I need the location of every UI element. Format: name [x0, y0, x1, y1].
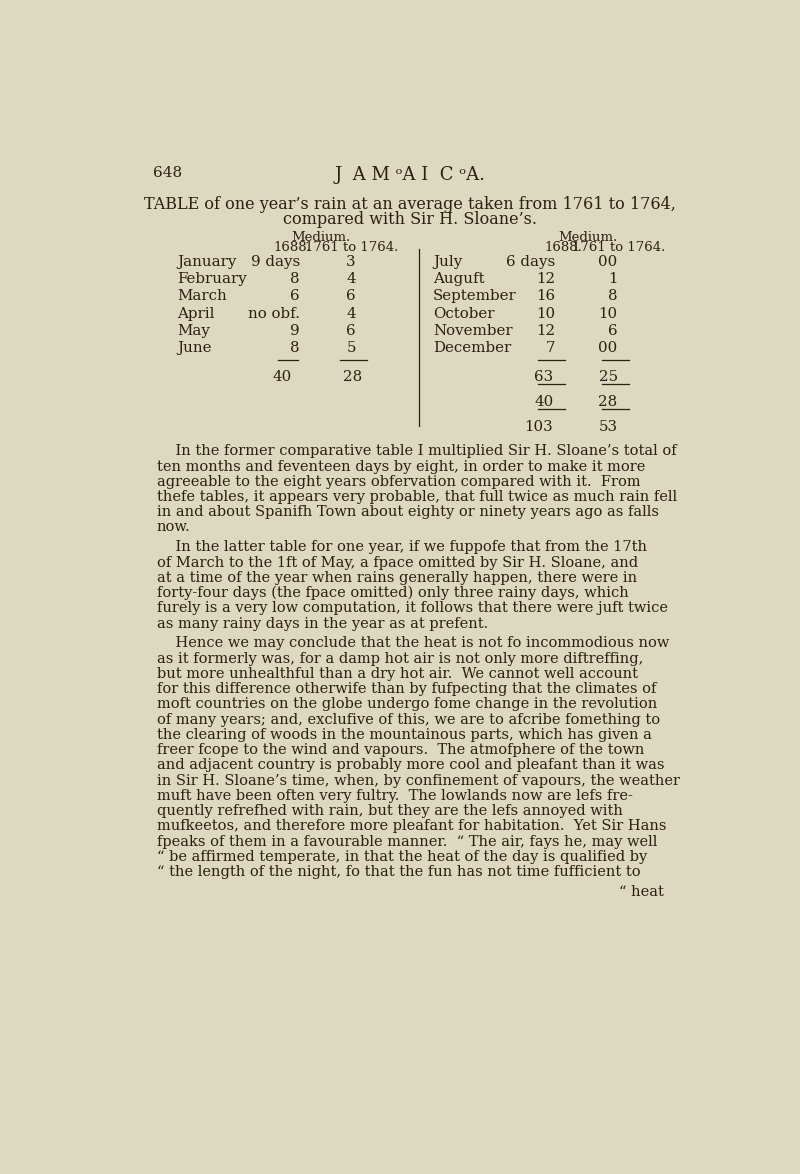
- Text: November: November: [434, 324, 513, 338]
- Text: Hence we may conclude that the heat is not fo incommodious now: Hence we may conclude that the heat is n…: [157, 636, 669, 650]
- Text: March: March: [178, 290, 227, 304]
- Text: and adjacent country is probably more cool and pleafant than it was: and adjacent country is probably more co…: [157, 758, 664, 772]
- Text: 10: 10: [537, 306, 556, 321]
- Text: 12: 12: [537, 272, 556, 286]
- Text: In the former comparative table I multiplied Sir H. Sloane’s total of: In the former comparative table I multip…: [157, 444, 676, 458]
- Text: 6: 6: [608, 324, 618, 338]
- Text: April: April: [178, 306, 215, 321]
- Text: 4: 4: [346, 306, 356, 321]
- Text: 4: 4: [346, 272, 356, 286]
- Text: January: January: [178, 255, 237, 269]
- Text: in and about Spanifh Town about eighty or ninety years ago as falls: in and about Spanifh Town about eighty o…: [157, 505, 658, 519]
- Text: 7: 7: [546, 342, 556, 356]
- Text: December: December: [434, 342, 511, 356]
- Text: 648: 648: [153, 167, 182, 181]
- Text: 9: 9: [290, 324, 300, 338]
- Text: at a time of the year when rains generally happen, there were in: at a time of the year when rains general…: [157, 571, 637, 585]
- Text: 9 days: 9 days: [250, 255, 300, 269]
- Text: May: May: [178, 324, 210, 338]
- Text: now.: now.: [157, 520, 190, 534]
- Text: in Sir H. Sloane’s time, when, by confinement of vapours, the weather: in Sir H. Sloane’s time, when, by confin…: [157, 774, 679, 788]
- Text: 1761 to 1764.: 1761 to 1764.: [305, 241, 398, 254]
- Text: mufkeetos, and therefore more pleafant for habitation.  Yet Sir Hans: mufkeetos, and therefore more pleafant f…: [157, 819, 666, 834]
- Text: TABLE of one year’s rain at an average taken from 1761 to 1764,: TABLE of one year’s rain at an average t…: [144, 196, 676, 214]
- Text: 28: 28: [598, 394, 618, 409]
- Text: 8: 8: [290, 342, 300, 356]
- Text: moft countries on the globe undergo fome change in the revolution: moft countries on the globe undergo fome…: [157, 697, 657, 711]
- Text: 16: 16: [537, 290, 556, 304]
- Text: 6: 6: [290, 290, 300, 304]
- Text: Medium.: Medium.: [558, 231, 618, 244]
- Text: 10: 10: [598, 306, 618, 321]
- Text: 8: 8: [290, 272, 300, 286]
- Text: fpeaks of them in a favourable manner.  “ The air, fays he, may well: fpeaks of them in a favourable manner. “…: [157, 835, 657, 849]
- Text: October: October: [434, 306, 494, 321]
- Text: 12: 12: [537, 324, 556, 338]
- Text: no obf.: no obf.: [248, 306, 300, 321]
- Text: 25: 25: [598, 370, 618, 384]
- Text: 53: 53: [598, 419, 618, 433]
- Text: the clearing of woods in the mountainous parts, which has given a: the clearing of woods in the mountainous…: [157, 728, 651, 742]
- Text: J  A M ᵒA I  C ᵒA.: J A M ᵒA I C ᵒA.: [334, 167, 486, 184]
- Text: agreeable to the eight years obfervation compared with it.  From: agreeable to the eight years obfervation…: [157, 474, 640, 488]
- Text: thefe tables, it appears very probable, that full twice as much rain fell: thefe tables, it appears very probable, …: [157, 490, 677, 504]
- Text: June: June: [178, 342, 212, 356]
- Text: 6: 6: [346, 324, 356, 338]
- Text: of March to the 1ft of May, a fpace omitted by Sir H. Sloane, and: of March to the 1ft of May, a fpace omit…: [157, 555, 638, 569]
- Text: 40: 40: [272, 370, 291, 384]
- Text: 1688.: 1688.: [545, 241, 582, 254]
- Text: 63: 63: [534, 370, 554, 384]
- Text: “ the length of the night, fo that the fun has not time fufficient to: “ the length of the night, fo that the f…: [157, 865, 640, 879]
- Text: Auguft: Auguft: [434, 272, 485, 286]
- Text: 40: 40: [534, 394, 554, 409]
- Text: compared with Sir H. Sloane’s.: compared with Sir H. Sloane’s.: [283, 211, 537, 228]
- Text: In the latter table for one year, if we fuppofe that from the 17th: In the latter table for one year, if we …: [157, 540, 646, 554]
- Text: 8: 8: [608, 290, 618, 304]
- Text: July: July: [434, 255, 462, 269]
- Text: February: February: [178, 272, 247, 286]
- Text: but more unhealthful than a dry hot air.  We cannot well account: but more unhealthful than a dry hot air.…: [157, 667, 638, 681]
- Text: of many years; and, exclufive of this, we are to afcribe fomething to: of many years; and, exclufive of this, w…: [157, 713, 660, 727]
- Text: Medium.: Medium.: [291, 231, 350, 244]
- Text: 00: 00: [598, 342, 618, 356]
- Text: as many rainy days in the year as at prefent.: as many rainy days in the year as at pre…: [157, 616, 488, 630]
- Text: quently refrefhed with rain, but they are the lefs annoyed with: quently refrefhed with rain, but they ar…: [157, 804, 622, 818]
- Text: 6: 6: [346, 290, 356, 304]
- Text: furely is a very low computation, it follows that there were juft twice: furely is a very low computation, it fol…: [157, 601, 667, 615]
- Text: 1761 to 1764.: 1761 to 1764.: [572, 241, 665, 254]
- Text: “ be affirmed temperate, in that the heat of the day is qualified by: “ be affirmed temperate, in that the hea…: [157, 850, 647, 864]
- Text: 5: 5: [346, 342, 356, 356]
- Text: freer fcope to the wind and vapours.  The atmofphere of the town: freer fcope to the wind and vapours. The…: [157, 743, 644, 757]
- Text: 103: 103: [525, 419, 554, 433]
- Text: as it formerly was, for a damp hot air is not only more diftreffing,: as it formerly was, for a damp hot air i…: [157, 652, 643, 666]
- Text: muft have been often very fultry.  The lowlands now are lefs fre-: muft have been often very fultry. The lo…: [157, 789, 633, 803]
- Text: September: September: [434, 290, 517, 304]
- Text: 1688.: 1688.: [274, 241, 311, 254]
- Text: for this difference otherwife than by fufpecting that the climates of: for this difference otherwife than by fu…: [157, 682, 656, 696]
- Text: ten months and feventeen days by eight, in order to make it more: ten months and feventeen days by eight, …: [157, 459, 645, 473]
- Text: 28: 28: [342, 370, 362, 384]
- Text: 00: 00: [598, 255, 618, 269]
- Text: 1: 1: [608, 272, 618, 286]
- Text: forty-four days (the fpace omitted) only three rainy days, which: forty-four days (the fpace omitted) only…: [157, 586, 628, 600]
- Text: 3: 3: [346, 255, 356, 269]
- Text: 6 days: 6 days: [506, 255, 556, 269]
- Text: “ heat: “ heat: [618, 885, 663, 899]
